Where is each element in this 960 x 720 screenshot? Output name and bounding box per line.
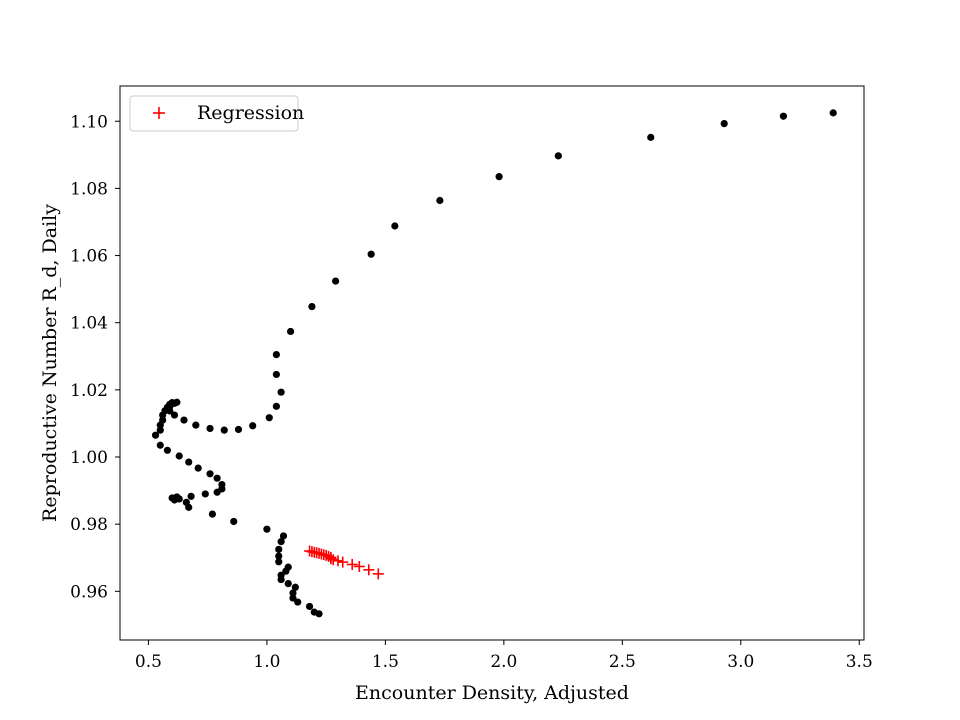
data-point: [275, 545, 283, 553]
data-point: [279, 532, 288, 540]
data-point: [308, 302, 316, 311]
data-point: [206, 424, 214, 433]
data-point: [286, 327, 295, 336]
data-point: [391, 222, 399, 230]
legend: Regression: [129, 95, 304, 132]
data-point: [829, 109, 837, 117]
x-tick-label: 3.5: [846, 652, 873, 672]
data-point: [284, 579, 292, 588]
data-point: [156, 426, 164, 434]
data-point: [151, 431, 160, 439]
data-point: [192, 421, 200, 429]
data-point: [277, 575, 285, 584]
data-point: [720, 120, 728, 128]
data-point: [277, 538, 285, 546]
data-point: [282, 567, 290, 575]
data-point: [554, 152, 562, 160]
x-tick-label: 2.0: [490, 652, 517, 672]
data-point: [220, 426, 228, 434]
data-point: [156, 441, 164, 449]
data-point: [185, 503, 193, 511]
data-point: [156, 421, 164, 429]
data-point: [289, 594, 297, 602]
y-axis-label: Reproductive Number R_d, Daily: [39, 204, 61, 522]
y-tick-label: 1.06: [70, 247, 108, 267]
data-point: [436, 196, 444, 205]
x-axis-ticks: 0.5 1.0 1.5 2.0 2.5 3.0 3.5: [135, 640, 873, 672]
y-tick-label: 0.98: [70, 515, 108, 535]
data-point: [272, 370, 280, 379]
data-point: [194, 464, 202, 472]
data-point: [159, 411, 167, 419]
regression-point: [325, 553, 337, 565]
data-point: [208, 510, 217, 518]
plot-area-frame: [119, 85, 865, 641]
x-tick-label: 0.5: [135, 652, 162, 672]
legend-box: [129, 95, 299, 132]
y-tick-label: 1.10: [70, 112, 108, 132]
data-point: [213, 488, 221, 496]
data-point: [206, 470, 214, 478]
data-point: [213, 474, 221, 482]
data-point: [291, 583, 299, 591]
data-point: [315, 610, 323, 618]
regression-point: [372, 568, 384, 580]
data-point: [249, 422, 257, 430]
y-tick-label: 1.08: [70, 179, 108, 199]
x-axis-label: Encounter Density, Adjusted: [355, 682, 629, 704]
data-point: [367, 250, 375, 258]
data-point: [180, 416, 188, 424]
data-point: [272, 402, 280, 410]
data-point: [175, 452, 183, 460]
x-tick-label: 1.0: [253, 652, 280, 672]
y-tick-label: 1.00: [70, 448, 108, 468]
y-tick-label: 1.02: [70, 381, 108, 401]
data-point: [275, 552, 283, 560]
data-point: [275, 558, 283, 566]
data-point: [163, 446, 171, 454]
data-point: [185, 458, 193, 466]
data-point: [265, 414, 273, 422]
regression-point: [327, 554, 339, 566]
regression-point: [337, 556, 349, 568]
x-tick-label: 2.5: [609, 652, 636, 672]
data-point: [305, 602, 314, 611]
data-point: [289, 589, 297, 597]
data-point: [170, 411, 179, 419]
data-point: [647, 133, 655, 141]
legend-label-regression: Regression: [197, 102, 304, 124]
y-tick-label: 1.04: [70, 314, 108, 334]
regression-point: [353, 560, 365, 572]
series-regression-points: [304, 545, 384, 580]
data-point: [173, 493, 181, 501]
data-point: [495, 173, 503, 181]
data-series: [151, 109, 837, 618]
data-point: [332, 277, 340, 285]
data-point: [263, 525, 271, 533]
data-point: [234, 425, 243, 434]
data-point: [201, 490, 209, 498]
data-point: [166, 403, 174, 411]
regression-point: [363, 564, 375, 576]
x-tick-label: 1.5: [372, 652, 399, 672]
data-point: [272, 351, 280, 359]
data-point: [230, 517, 238, 526]
data-point: [779, 112, 788, 120]
series-observed-points: [151, 109, 837, 618]
data-point: [294, 598, 302, 606]
data-point: [187, 492, 195, 500]
y-tick-label: 0.96: [70, 582, 108, 602]
regression-point: [332, 555, 344, 567]
data-point: [277, 388, 285, 396]
legend-marker-plus: [153, 107, 165, 119]
y-axis-ticks: 0.96 0.98 1.00 1.02 1.04 1.06 1.08 1.10: [70, 112, 120, 602]
regression-point: [346, 558, 358, 570]
x-tick-label: 3.0: [727, 652, 754, 672]
